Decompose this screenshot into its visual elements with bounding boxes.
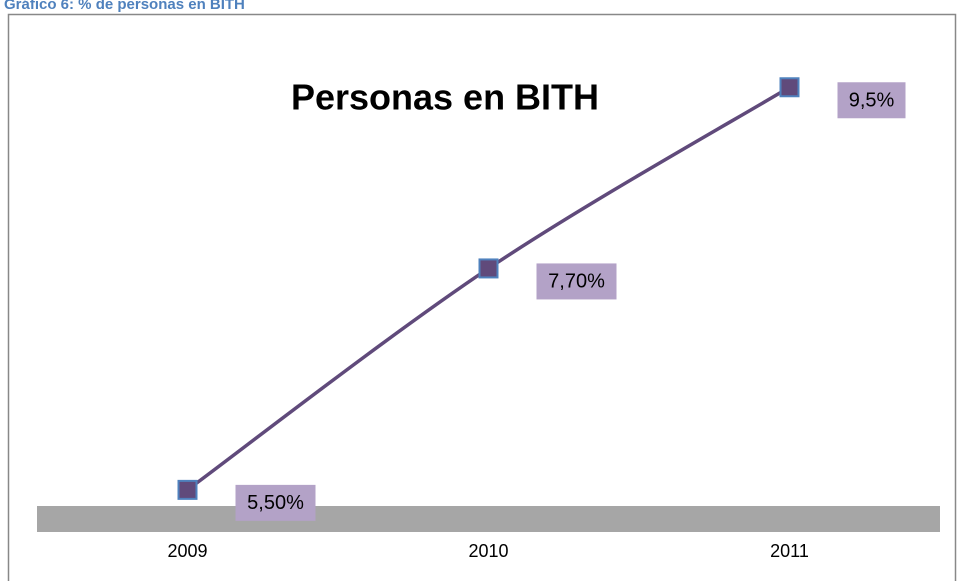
data-label: 9,5% — [849, 90, 895, 112]
data-label-box — [837, 82, 906, 119]
data-label: 7,70% — [548, 271, 605, 293]
chart-title: Personas en BITH — [291, 77, 599, 118]
marker — [478, 258, 499, 279]
chart-frame — [7, 13, 957, 581]
x-tick-label: 2011 — [770, 541, 809, 561]
x-tick-label: 2010 — [468, 541, 508, 561]
data-label: 5,50% — [247, 492, 304, 514]
caption: Gráfico 6: % de personas en BITH — [4, 0, 245, 13]
data-label-box — [536, 263, 617, 300]
data-label-box — [235, 484, 316, 521]
floor — [37, 506, 940, 532]
marker — [177, 479, 198, 500]
marker — [779, 77, 800, 98]
x-tick-label: 2009 — [167, 541, 207, 561]
